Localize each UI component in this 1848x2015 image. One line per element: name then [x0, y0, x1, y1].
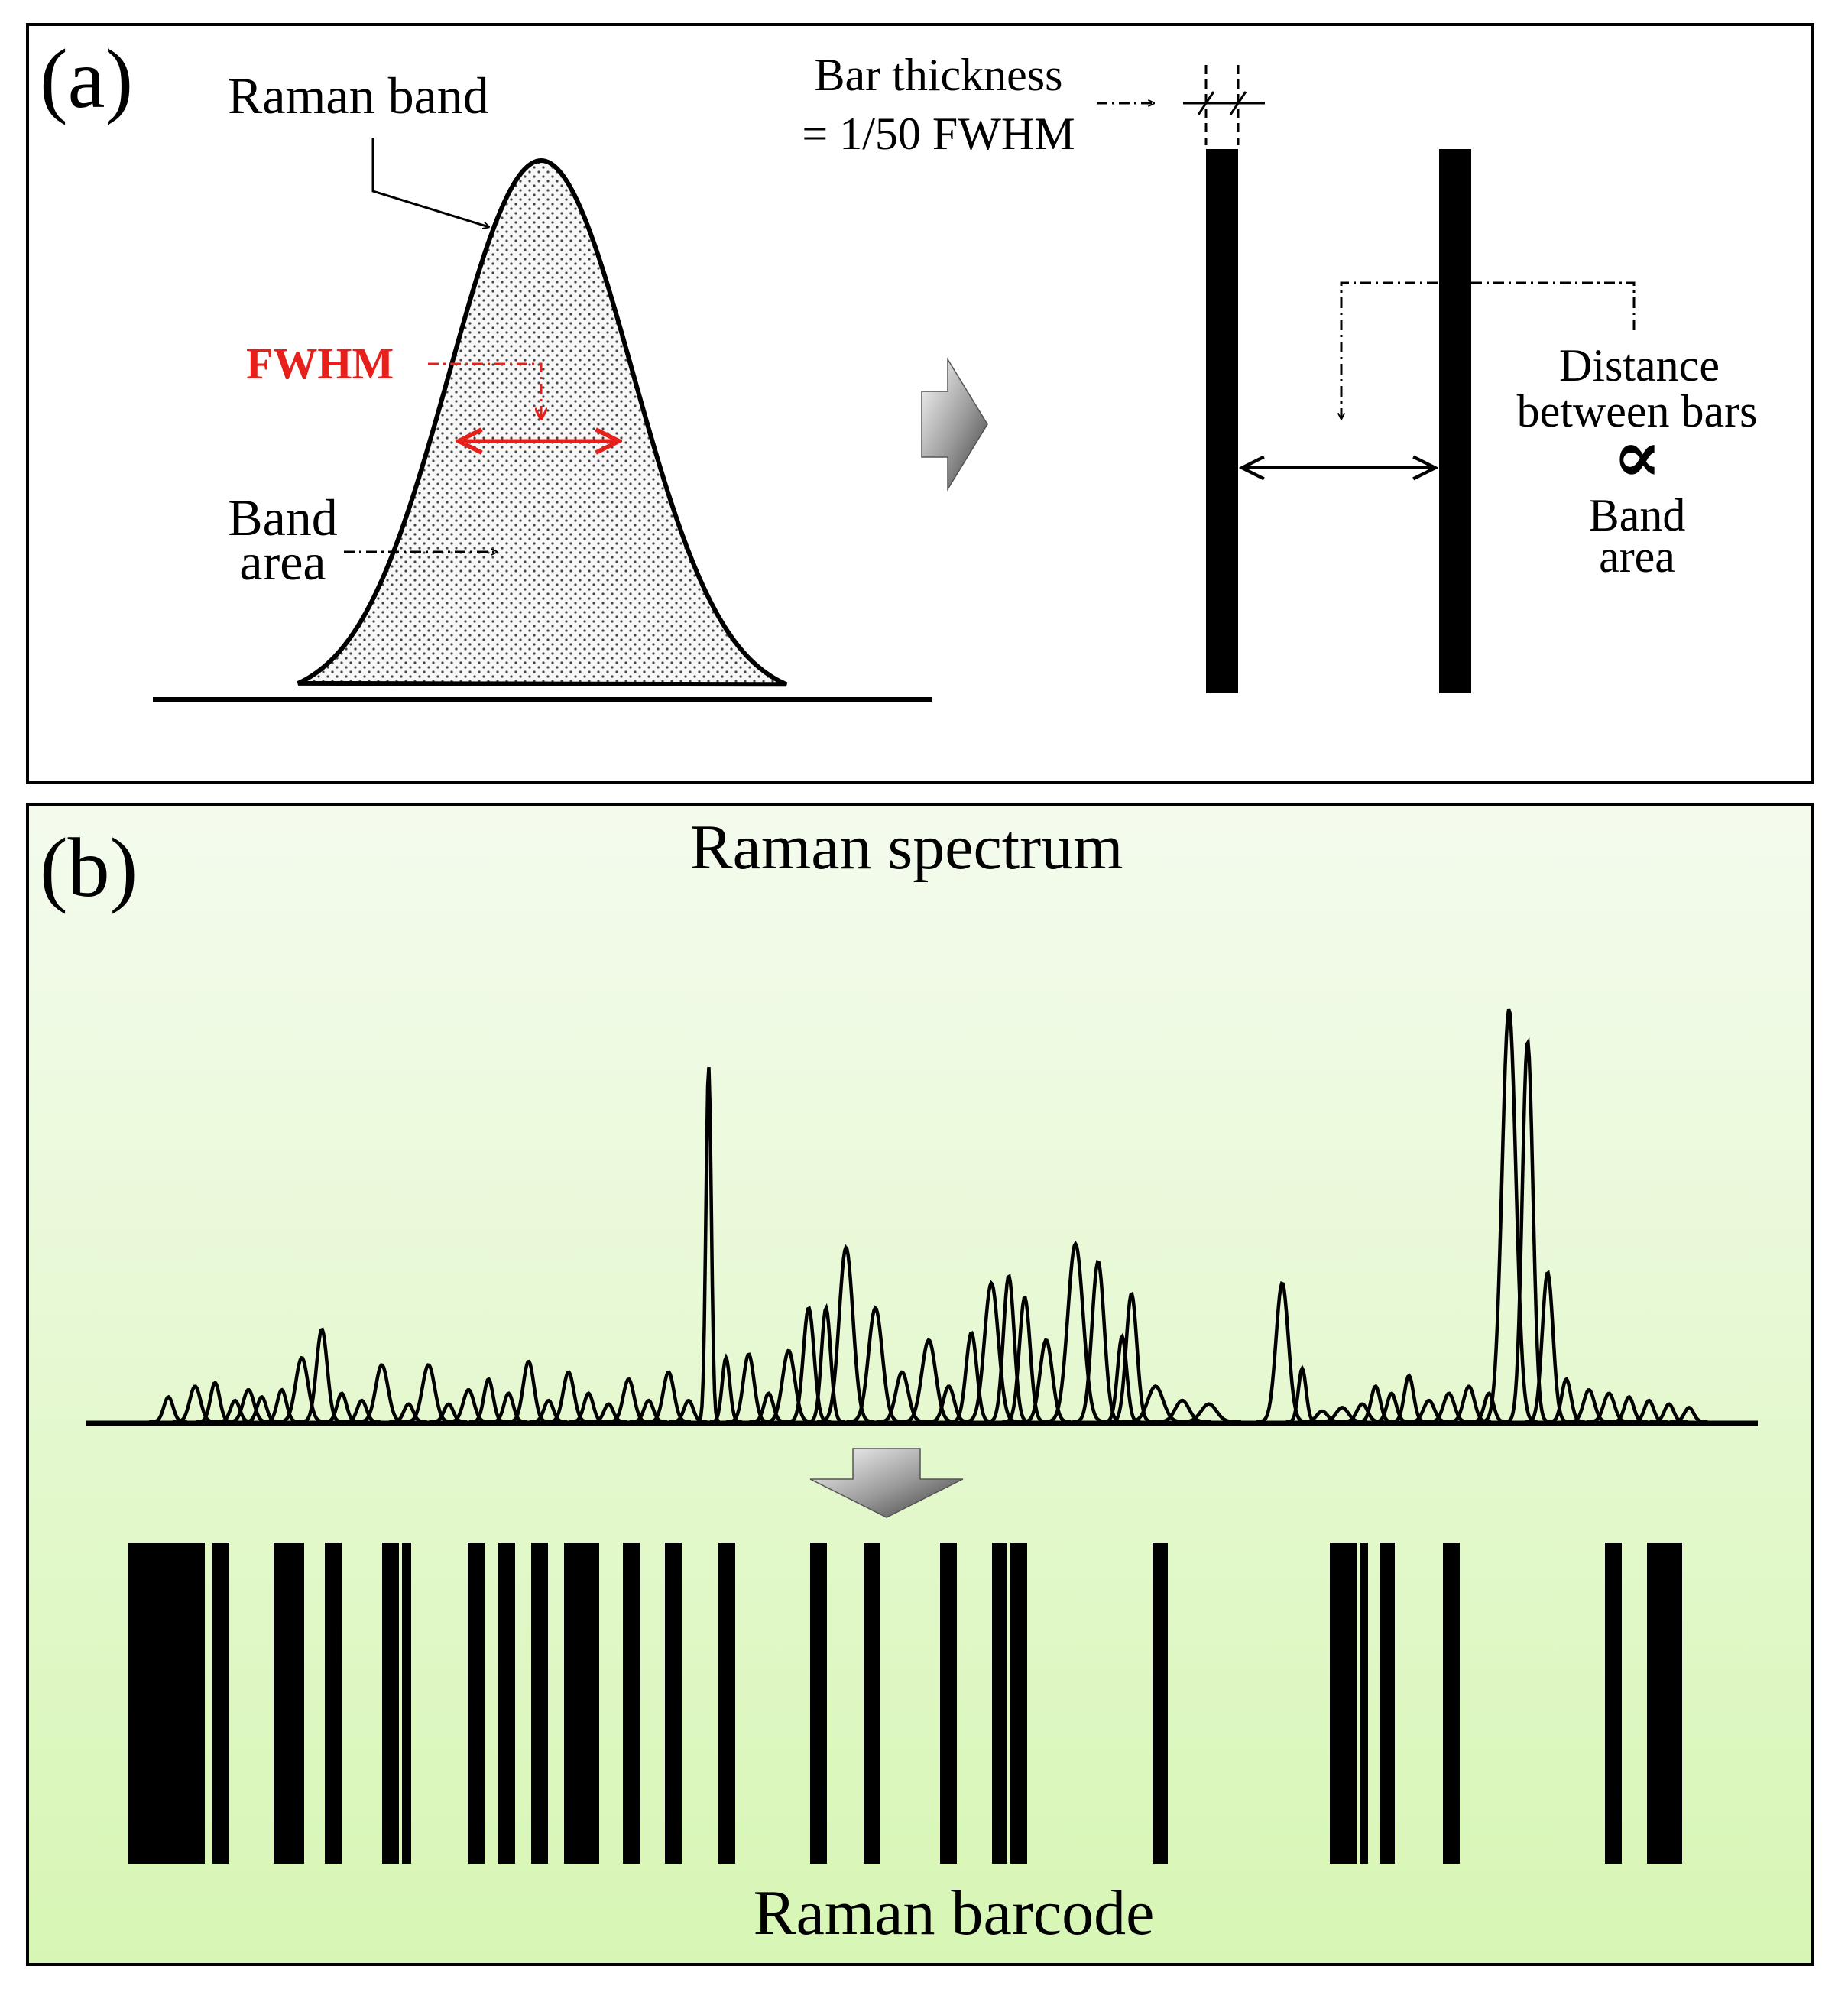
barcode-bar: [810, 1543, 827, 1864]
spectrum-peak: [1525, 1270, 1571, 1424]
barcode-bar: [1443, 1543, 1460, 1864]
barcode-bar: [382, 1543, 399, 1864]
panel-b: (b) Raman spectrum: [26, 803, 1814, 1966]
barcode-bar: [1380, 1543, 1395, 1864]
barcode-bar: [623, 1543, 640, 1864]
bar-thickness-tick-left: [1197, 91, 1215, 115]
spectrum-peak: [1480, 1008, 1538, 1424]
band-area-label-line2: area: [239, 533, 326, 591]
spectrum-peak: [1256, 1280, 1308, 1424]
barcode-bar: [1605, 1543, 1622, 1864]
spectrum-peak: [1108, 1291, 1154, 1424]
spectrum-peak: [948, 1331, 994, 1424]
spectrum-peak: [817, 1244, 875, 1424]
spectrum-peak: [986, 1274, 1032, 1424]
raman-band-curve: [297, 157, 788, 687]
bar-thickness-tick-right: [1229, 91, 1247, 115]
spectrum-peak: [709, 1353, 742, 1424]
barcode-title: Raman barcode: [754, 1877, 1155, 1948]
transform-arrow-right: [921, 357, 988, 492]
spectrum-peak: [1043, 1240, 1108, 1424]
spectrum-peak: [900, 1338, 958, 1424]
barcode-bar: [864, 1543, 880, 1864]
panel-a: (a) Raman band FWHM Band area Bar thickn…: [26, 23, 1814, 784]
barcode-bar: [1010, 1543, 1027, 1864]
bar-left: [1206, 149, 1238, 693]
spectrum-peak: [1002, 1295, 1048, 1424]
spectrum-peak: [1505, 1037, 1551, 1424]
barcode-bar: [564, 1543, 599, 1864]
distance-pointer: [1341, 281, 1636, 419]
barcode-bar: [212, 1543, 229, 1864]
fwhm-pointer: [428, 362, 541, 419]
barcode-bar: [274, 1543, 304, 1864]
barcode-bar: [992, 1543, 1007, 1864]
spectrum-peak: [763, 1348, 814, 1424]
bar-thickness-label-line1: Bar thickness: [815, 50, 1063, 100]
bar-thickness-label-line2: = 1/50 FWHM: [802, 109, 1075, 159]
spectrum-title: Raman spectrum: [690, 812, 1123, 883]
fwhm-label: FWHM: [246, 339, 394, 388]
barcode-bar: [468, 1543, 485, 1864]
band-area-right-line2: area: [1599, 531, 1675, 582]
barcode-bar: [402, 1543, 411, 1864]
barcode-bar: [940, 1543, 957, 1864]
bar-right: [1439, 149, 1471, 693]
transform-arrow-down: [809, 1448, 964, 1518]
raman-band-pointer: [371, 138, 489, 227]
barcode-bar: [1330, 1543, 1357, 1864]
barcode-bar: [718, 1543, 735, 1864]
barcode-bar: [325, 1543, 342, 1864]
spectrum-peak: [276, 1355, 327, 1424]
proportional-symbol: ∝: [1613, 416, 1662, 498]
panel-a-frame: [26, 23, 1814, 784]
spectrum-peak: [1072, 1259, 1123, 1424]
panel-b-label: (b): [40, 821, 138, 914]
barcode-bar: [1647, 1543, 1682, 1864]
band-area-label-line1: Band: [228, 488, 338, 547]
distance-label-line2: between bars: [1517, 386, 1758, 436]
spectrum-peak: [299, 1327, 345, 1424]
spectrum-peak: [1020, 1338, 1072, 1424]
panel-a-label: (a): [40, 32, 133, 125]
spectrum-peak: [806, 1303, 845, 1424]
barcode-bar: [531, 1543, 548, 1864]
barcode-bar: [128, 1543, 205, 1864]
barcode-bar: [1360, 1543, 1368, 1864]
distance-label-line1: Distance: [1559, 340, 1720, 391]
spectrum-peak: [846, 1305, 904, 1424]
barcode-bar: [1153, 1543, 1168, 1864]
raman-band-label: Raman band: [228, 67, 489, 125]
spectrum-peak: [506, 1359, 551, 1424]
spectrum-peak: [697, 1067, 721, 1424]
raman-barcode: [128, 1543, 1682, 1864]
barcode-bar: [665, 1543, 682, 1864]
band-area-right-line1: Band: [1589, 490, 1686, 540]
barcode-bar: [498, 1543, 515, 1864]
